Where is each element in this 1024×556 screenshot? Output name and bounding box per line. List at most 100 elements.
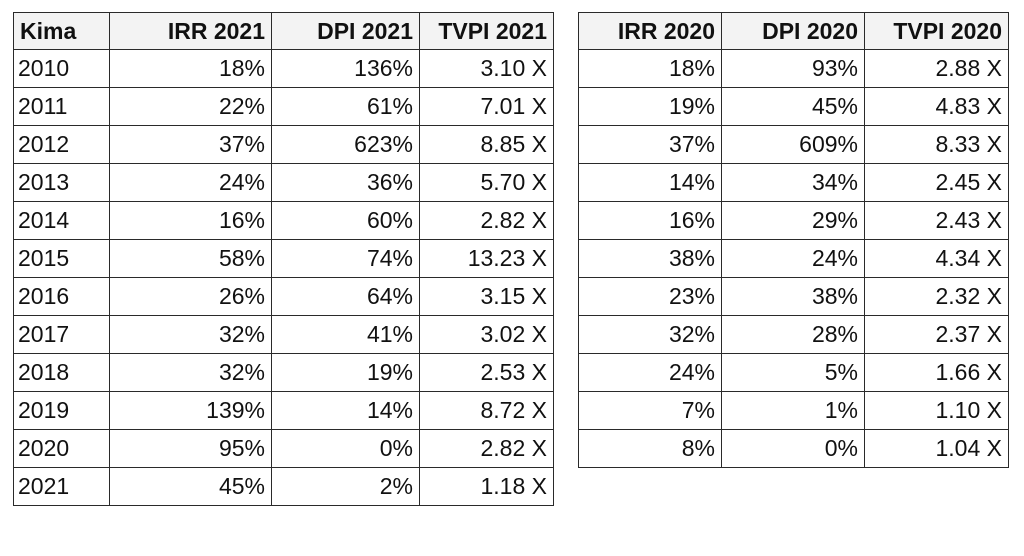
table-row: 2020 95% 0% 2.82 X bbox=[13, 429, 554, 468]
table-cell: 41% bbox=[271, 315, 420, 354]
table-cell: 2.88 X bbox=[864, 49, 1009, 88]
table-row: 38% 24% 4.34 X bbox=[578, 239, 1009, 278]
table-cell: 18% bbox=[109, 49, 272, 88]
table-cell: 1.18 X bbox=[419, 467, 554, 506]
table-cell: 64% bbox=[271, 277, 420, 316]
table-row: 2017 32% 41% 3.02 X bbox=[13, 315, 554, 354]
table-cell: 74% bbox=[271, 239, 420, 278]
table-cell: 18% bbox=[578, 49, 722, 88]
vintage-year-cell: 2019 bbox=[13, 391, 110, 430]
table-cell: 58% bbox=[109, 239, 272, 278]
table-row: 16% 29% 2.43 X bbox=[578, 201, 1009, 240]
table-cell: 26% bbox=[109, 277, 272, 316]
fund-performance-2020-table: IRR 2020 DPI 2020 TVPI 2020 18% 93% 2.88 X… bbox=[578, 12, 1009, 468]
vintage-year-cell: 2018 bbox=[13, 353, 110, 392]
table-cell: 45% bbox=[109, 467, 272, 506]
table-cell: 32% bbox=[578, 315, 722, 354]
vintage-year-cell: 2015 bbox=[13, 239, 110, 278]
table-cell: 0% bbox=[721, 429, 865, 468]
table-cell: 29% bbox=[721, 201, 865, 240]
column-header-dpi-2020: DPI 2020 bbox=[721, 12, 865, 50]
table-cell: 45% bbox=[721, 87, 865, 126]
table-cell: 37% bbox=[578, 125, 722, 164]
table-cell: 7% bbox=[578, 391, 722, 430]
table-cell: 136% bbox=[271, 49, 420, 88]
vintage-year-cell: 2010 bbox=[13, 49, 110, 88]
table-row: 32% 28% 2.37 X bbox=[578, 315, 1009, 354]
table-row: 24% 5% 1.66 X bbox=[578, 353, 1009, 392]
vintage-year-cell: 2020 bbox=[13, 429, 110, 468]
column-header-tvpi-2021: TVPI 2021 bbox=[419, 12, 554, 50]
table-cell: 1.10 X bbox=[864, 391, 1009, 430]
table-cell: 28% bbox=[721, 315, 865, 354]
table-row: 23% 38% 2.32 X bbox=[578, 277, 1009, 316]
table-cell: 24% bbox=[721, 239, 865, 278]
header-row: Kima IRR 2021 DPI 2021 TVPI 2021 bbox=[13, 12, 554, 50]
column-header-dpi-2021: DPI 2021 bbox=[271, 12, 420, 50]
column-header-irr-2020: IRR 2020 bbox=[578, 12, 722, 50]
table-cell: 2.82 X bbox=[419, 201, 554, 240]
table-row: 2018 32% 19% 2.53 X bbox=[13, 353, 554, 392]
table-cell: 8% bbox=[578, 429, 722, 468]
vintage-year-cell: 2016 bbox=[13, 277, 110, 316]
table-cell: 2.32 X bbox=[864, 277, 1009, 316]
table-row: 2016 26% 64% 3.15 X bbox=[13, 277, 554, 316]
table-row: 2021 45% 2% 1.18 X bbox=[13, 467, 554, 506]
table-row: 14% 34% 2.45 X bbox=[578, 163, 1009, 202]
table-cell: 95% bbox=[109, 429, 272, 468]
table-row: 2012 37% 623% 8.85 X bbox=[13, 125, 554, 164]
table-cell: 8.72 X bbox=[419, 391, 554, 430]
table-row: 2019 139% 14% 8.72 X bbox=[13, 391, 554, 430]
table-cell: 16% bbox=[109, 201, 272, 240]
table-cell: 24% bbox=[578, 353, 722, 392]
table-cell: 5% bbox=[721, 353, 865, 392]
table-cell: 60% bbox=[271, 201, 420, 240]
table-cell: 8.33 X bbox=[864, 125, 1009, 164]
column-header-vintage: Kima bbox=[13, 12, 110, 50]
table-cell: 93% bbox=[721, 49, 865, 88]
fund-performance-2021-table: Kima IRR 2021 DPI 2021 TVPI 2021 2010 18%… bbox=[13, 12, 554, 506]
table-cell: 24% bbox=[109, 163, 272, 202]
vintage-year-cell: 2012 bbox=[13, 125, 110, 164]
table-cell: 38% bbox=[578, 239, 722, 278]
table-cell: 1.04 X bbox=[864, 429, 1009, 468]
table-cell: 32% bbox=[109, 315, 272, 354]
column-header-irr-2021: IRR 2021 bbox=[109, 12, 272, 50]
vintage-year-cell: 2017 bbox=[13, 315, 110, 354]
table-cell: 37% bbox=[109, 125, 272, 164]
table-cell: 61% bbox=[271, 87, 420, 126]
table-cell: 7.01 X bbox=[419, 87, 554, 126]
table-cell: 2.82 X bbox=[419, 429, 554, 468]
table-cell: 623% bbox=[271, 125, 420, 164]
table-cell: 14% bbox=[271, 391, 420, 430]
table-cell: 8.85 X bbox=[419, 125, 554, 164]
table-cell: 0% bbox=[271, 429, 420, 468]
table-cell: 36% bbox=[271, 163, 420, 202]
table-cell: 4.34 X bbox=[864, 239, 1009, 278]
table-cell: 139% bbox=[109, 391, 272, 430]
table-cell: 34% bbox=[721, 163, 865, 202]
vintage-year-cell: 2013 bbox=[13, 163, 110, 202]
vintage-year-cell: 2011 bbox=[13, 87, 110, 126]
table-row: 2010 18% 136% 3.10 X bbox=[13, 49, 554, 88]
table-cell: 19% bbox=[271, 353, 420, 392]
table-cell: 13.23 X bbox=[419, 239, 554, 278]
table-cell: 2.43 X bbox=[864, 201, 1009, 240]
table-row: 37% 609% 8.33 X bbox=[578, 125, 1009, 164]
vintage-year-cell: 2014 bbox=[13, 201, 110, 240]
table-row: 2011 22% 61% 7.01 X bbox=[13, 87, 554, 126]
table-row: 2015 58% 74% 13.23 X bbox=[13, 239, 554, 278]
table-cell: 609% bbox=[721, 125, 865, 164]
table-cell: 32% bbox=[109, 353, 272, 392]
table-row: 8% 0% 1.04 X bbox=[578, 429, 1009, 468]
table-cell: 3.02 X bbox=[419, 315, 554, 354]
column-header-tvpi-2020: TVPI 2020 bbox=[864, 12, 1009, 50]
table-cell: 14% bbox=[578, 163, 722, 202]
table-cell: 22% bbox=[109, 87, 272, 126]
table-row: 2014 16% 60% 2.82 X bbox=[13, 201, 554, 240]
table-cell: 2.53 X bbox=[419, 353, 554, 392]
table-cell: 3.10 X bbox=[419, 49, 554, 88]
table-cell: 38% bbox=[721, 277, 865, 316]
table-cell: 19% bbox=[578, 87, 722, 126]
table-row: 18% 93% 2.88 X bbox=[578, 49, 1009, 88]
